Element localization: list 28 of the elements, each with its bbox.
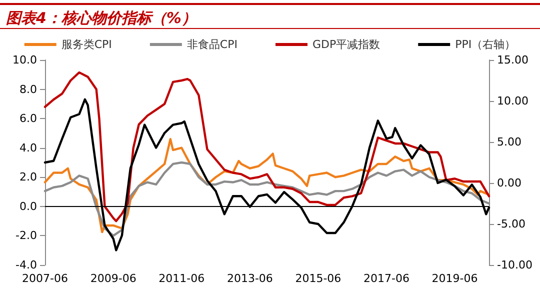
legend-label: GDP平减指数 [312, 38, 380, 51]
legend-label: 服务类CPI [61, 38, 112, 51]
y2-tick-label: 5.00 [497, 136, 522, 148]
y-tick-label: 4.0 [20, 141, 37, 154]
y2-tick-label: 10.00 [497, 94, 528, 108]
x-tick-label: 2011-06 [158, 272, 205, 285]
y-tick-label: 10.0 [12, 54, 37, 66]
y-tick-label: 2.0 [20, 170, 37, 184]
x-tick-label: 2007-06 [22, 272, 68, 285]
legend-label: 非食品CPI [186, 38, 238, 51]
y2-tick-label: 15.00 [497, 54, 528, 66]
y-tick-label: 0.0 [20, 200, 37, 213]
y-tick-label: 8.0 [20, 82, 37, 96]
y2-tick-label: 0.00 [497, 176, 522, 190]
y-tick-label: 6.0 [20, 112, 37, 126]
line-series [44, 138, 490, 234]
x-tick-label: 2015-06 [295, 272, 342, 285]
x-tick-label: 2013-06 [226, 272, 273, 285]
chart-title: 图表4：核心物价指标（%） [0, 3, 540, 29]
legend-label: PPI（右轴） [455, 38, 516, 51]
x-tick-label: 2009-06 [90, 272, 136, 285]
x-tick-label: 2017-06 [364, 272, 410, 285]
line-series [44, 71, 490, 222]
y-tick-label: -2.0 [16, 229, 37, 242]
y-tick-label: -4.0 [16, 258, 37, 272]
y2-tick-label: -5.00 [497, 218, 526, 230]
y2-tick-label: -10.00 [497, 258, 532, 272]
x-tick-label: 2019-06 [432, 272, 478, 285]
